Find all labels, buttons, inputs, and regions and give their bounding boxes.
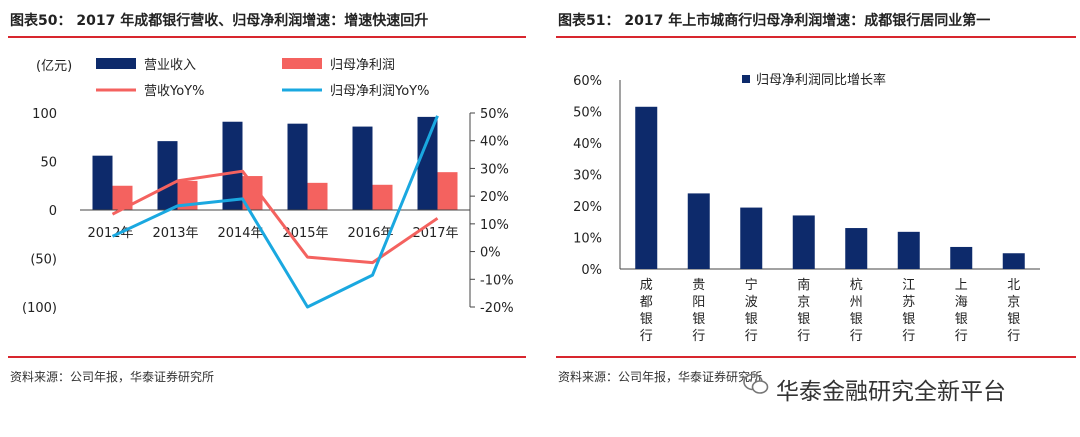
- revenue-bar: [157, 141, 178, 210]
- left-y-tick-label: 100: [32, 107, 57, 122]
- left-bottom-rule: [8, 356, 526, 358]
- legend-label-2: 营收YoY%: [144, 84, 204, 99]
- right-y-tick-label: 20%: [480, 190, 509, 205]
- legend-label-1: 归母净利润: [330, 58, 395, 73]
- left-y-tick-label: (50): [30, 253, 57, 268]
- right-y-tick-label: 40%: [480, 135, 509, 150]
- x-tick-label: 贵阳银行: [692, 278, 705, 344]
- x-tick-label: 上海银行: [955, 278, 968, 344]
- y-tick-label: 40%: [573, 137, 602, 152]
- y-tick-label: 10%: [573, 232, 602, 247]
- growth-bar: [950, 246, 973, 269]
- legend-label-0: 营业收入: [144, 58, 196, 73]
- revenue-bar: [352, 126, 373, 210]
- revenue-yoy-line: [111, 169, 439, 265]
- growth-bar: [897, 231, 920, 269]
- profit-yoy-line: [111, 115, 439, 309]
- profit-bar: [372, 184, 393, 210]
- legend-swatch-0: [96, 58, 136, 69]
- revenue-bar: [287, 123, 308, 210]
- x-tick-label: 江苏银行: [902, 278, 915, 344]
- growth-bar: [792, 215, 815, 269]
- right-y-tick-label: -20%: [480, 301, 514, 316]
- left-chart-title: 图表50： 2017 年成都银行营收、归母净利润增速：增速快速回升: [10, 13, 429, 29]
- watermark-text: 华泰金融研究全新平台: [776, 379, 1006, 405]
- revenue-bar: [417, 116, 438, 210]
- right-y-tick-label: 30%: [480, 162, 509, 177]
- y-tick-label: 0%: [581, 263, 602, 278]
- right-y-tick-label: 0%: [480, 246, 501, 261]
- right-y-tick-label: -10%: [480, 273, 514, 288]
- growth-bar: [845, 228, 868, 269]
- growth-bar: [635, 106, 658, 270]
- right-chart-title: 图表51： 2017 年上市城商行归母净利润增速：成都银行居同业第一: [558, 13, 991, 29]
- profit-bar: [307, 182, 328, 210]
- x-tick-label: 2014年: [217, 226, 263, 241]
- left-source-note: 资料来源：公司年报，华泰证券研究所: [10, 370, 215, 384]
- legend-label: 归母净利润同比增长率: [756, 72, 886, 88]
- legend-label-3: 归母净利润YoY%: [330, 84, 429, 99]
- y-tick-label: 30%: [573, 169, 602, 184]
- x-tick-label: 杭州银行: [850, 278, 863, 344]
- x-tick-label: 宁波银行: [745, 277, 758, 344]
- right-y-tick-label: 50%: [480, 107, 509, 122]
- legend-swatch-1: [282, 58, 322, 69]
- x-tick-label: 2017年: [412, 226, 458, 241]
- y-tick-label: 50%: [573, 106, 602, 121]
- profit-bar: [112, 185, 133, 210]
- right-chart: 归母净利润同比增长率 60% 50% 40% 30% 20% 10% 0% 成都银行 贵阳银行 宁波…: [573, 72, 1040, 344]
- x-tick-label: 2012年: [87, 226, 133, 241]
- growth-bar: [687, 193, 710, 269]
- revenue-bar: [92, 155, 113, 210]
- left-y-tick-label: 50: [40, 156, 57, 171]
- right-y-tick-label: 10%: [480, 218, 509, 233]
- left-title-rule: [8, 36, 526, 38]
- y-tick-label: 60%: [573, 74, 602, 89]
- right-title-rule: [556, 36, 1076, 38]
- x-tick-label: 成都银行: [640, 278, 653, 344]
- left-y-tick-label: 0: [49, 204, 57, 219]
- left-y-unit-label: (亿元): [36, 59, 72, 74]
- revenue-bar: [222, 121, 243, 210]
- wechat-logo-icon: [743, 373, 769, 394]
- profit-bar: [177, 180, 198, 210]
- y-tick-label: 20%: [573, 200, 602, 215]
- x-tick-label: 2013年: [152, 226, 198, 241]
- profit-bar: [242, 176, 263, 210]
- growth-bar: [1002, 253, 1025, 269]
- legend-swatch: [742, 75, 750, 83]
- growth-bar: [740, 207, 763, 269]
- x-tick-label: 南京银行: [797, 277, 810, 344]
- x-tick-label: 北京银行: [1007, 278, 1020, 344]
- left-y-tick-label: (100): [22, 301, 57, 316]
- profit-bar: [437, 172, 458, 210]
- right-bottom-rule: [556, 356, 1076, 358]
- right-source-note: 资料来源：公司年报，华泰证券研究所: [558, 370, 763, 384]
- x-tick-label: 2016年: [347, 226, 393, 241]
